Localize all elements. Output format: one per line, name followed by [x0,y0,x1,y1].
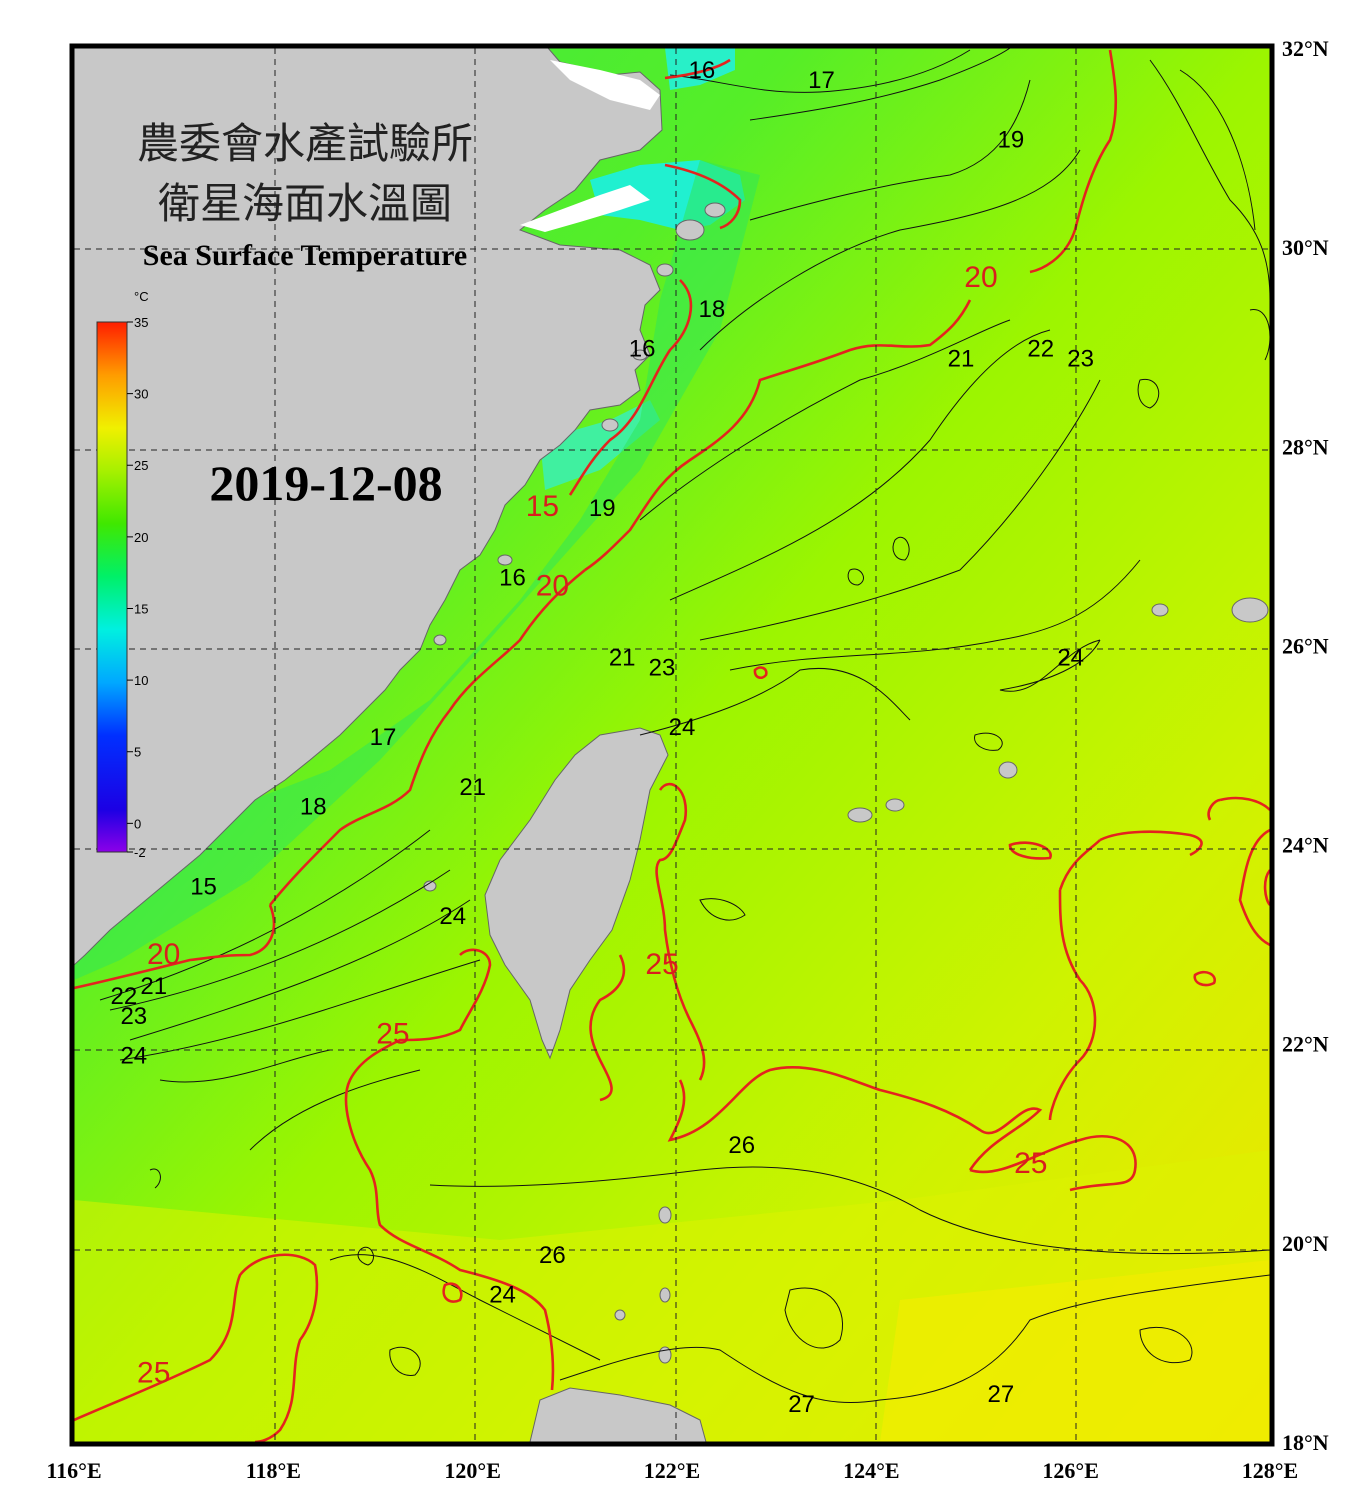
title-zh-line1: 農委會水產試驗所 [137,119,473,168]
lon-label: 120°E [444,1458,500,1483]
isotherm-label: 26 [728,1132,755,1159]
isotherm-label: 21 [459,774,486,801]
isotherm-label: 18 [699,296,726,323]
isotherm-label: 16 [499,565,526,592]
isotherm-label: 26 [539,1242,566,1269]
colorbar-unit: °C [134,289,149,304]
title-zh-line2: 衛星海面水溫圖 [158,179,452,228]
colorbar-scale [96,321,128,853]
title-en: Sea Surface Temperature [143,239,467,272]
lat-label: 20°N [1282,1231,1329,1256]
isotherm-label: 15 [190,873,217,900]
isotherm-label: 22 [110,983,137,1010]
colorbar-tick-label: 0 [134,816,141,831]
lon-label: 118°E [246,1458,301,1483]
isotherm-label: 24 [439,903,466,930]
isotherm-label-red: 20 [147,938,180,971]
colorbar-tick-label: 10 [134,673,148,688]
map-frame [69,43,1275,1447]
isotherm-label-red: 25 [645,948,678,981]
river-estuary [550,60,660,110]
isotherm-label: 27 [988,1381,1015,1408]
china-mainland [74,48,663,966]
lat-label: 18°N [1282,1430,1329,1455]
map-date: 2019-12-08 [209,455,442,511]
luzon [529,1387,707,1442]
isotherm-label: 19 [589,495,616,522]
isotherm-label: 21 [948,346,975,373]
isotherm-label: 24 [669,714,696,741]
colorbar-tick-label: 15 [134,601,148,616]
isotherm-label: 22 [1027,336,1054,363]
lat-label: 30°N [1282,235,1329,260]
lat-label: 32°N [1282,36,1329,61]
isotherm-label: 23 [649,654,676,681]
lon-label: 128°E [1242,1458,1298,1483]
isotherm-label-red: 25 [376,1018,409,1051]
isotherm-label: 17 [370,724,397,751]
latitude-labels: 32°N 30°N 28°N 26°N 24°N 22°N 20°N 18°N [1282,36,1329,1455]
lat-label: 24°N [1282,833,1329,858]
isotherm-label: 16 [629,336,656,363]
colorbar-tick-label: 5 [134,745,141,760]
isotherm-label: 23 [1067,346,1094,373]
isotherm-label: 27 [788,1391,815,1418]
colorbar: °C 35 30 25 20 15 10 5 0 -2 [96,289,149,860]
lon-label: 116°E [46,1458,101,1483]
isotherm-label-red: 15 [526,490,559,523]
colorbar-tick-label: 35 [134,315,148,330]
isotherm-label: 24 [489,1282,516,1309]
isotherm-lines [99,48,1270,1403]
colorbar-tick-label: 30 [134,387,148,402]
isotherm-label: 18 [300,794,327,821]
isotherm-label: 16 [689,57,716,84]
isotherm-label-red: 25 [137,1356,170,1389]
isotherm-label-red: 20 [964,261,997,294]
longitude-labels: 116°E 118°E 120°E 122°E 124°E 126°E 128°E [46,1458,1298,1483]
isotherm-label-red: 20 [536,570,569,603]
lat-label: 26°N [1282,633,1329,658]
warm-water [880,1260,1270,1442]
colorbar-tick-label: 25 [134,458,148,473]
isotherm-label: 23 [120,1003,147,1030]
isotherm-label: 21 [140,973,167,1000]
lon-label: 126°E [1042,1458,1098,1483]
colorbar-tick-label: -2 [134,845,146,860]
colorbar-tick-label: 20 [134,530,148,545]
lat-label: 28°N [1282,434,1329,459]
isotherm-label: 19 [998,127,1025,154]
isotherm-label: 24 [1057,644,1084,671]
isotherm-label: 21 [609,644,636,671]
lat-label: 22°N [1282,1032,1329,1057]
lon-label: 124°E [843,1458,899,1483]
coastal-islands [423,202,1269,1364]
isotherm-label-red: 25 [1014,1147,1047,1180]
river-estuary [520,185,650,232]
graticule [74,48,1270,1442]
cold-water-patch [665,48,735,90]
taiwan [484,727,669,1060]
isotherm-label: 24 [120,1043,147,1070]
isotherm-label: 17 [808,67,835,94]
lon-label: 122°E [644,1458,700,1483]
